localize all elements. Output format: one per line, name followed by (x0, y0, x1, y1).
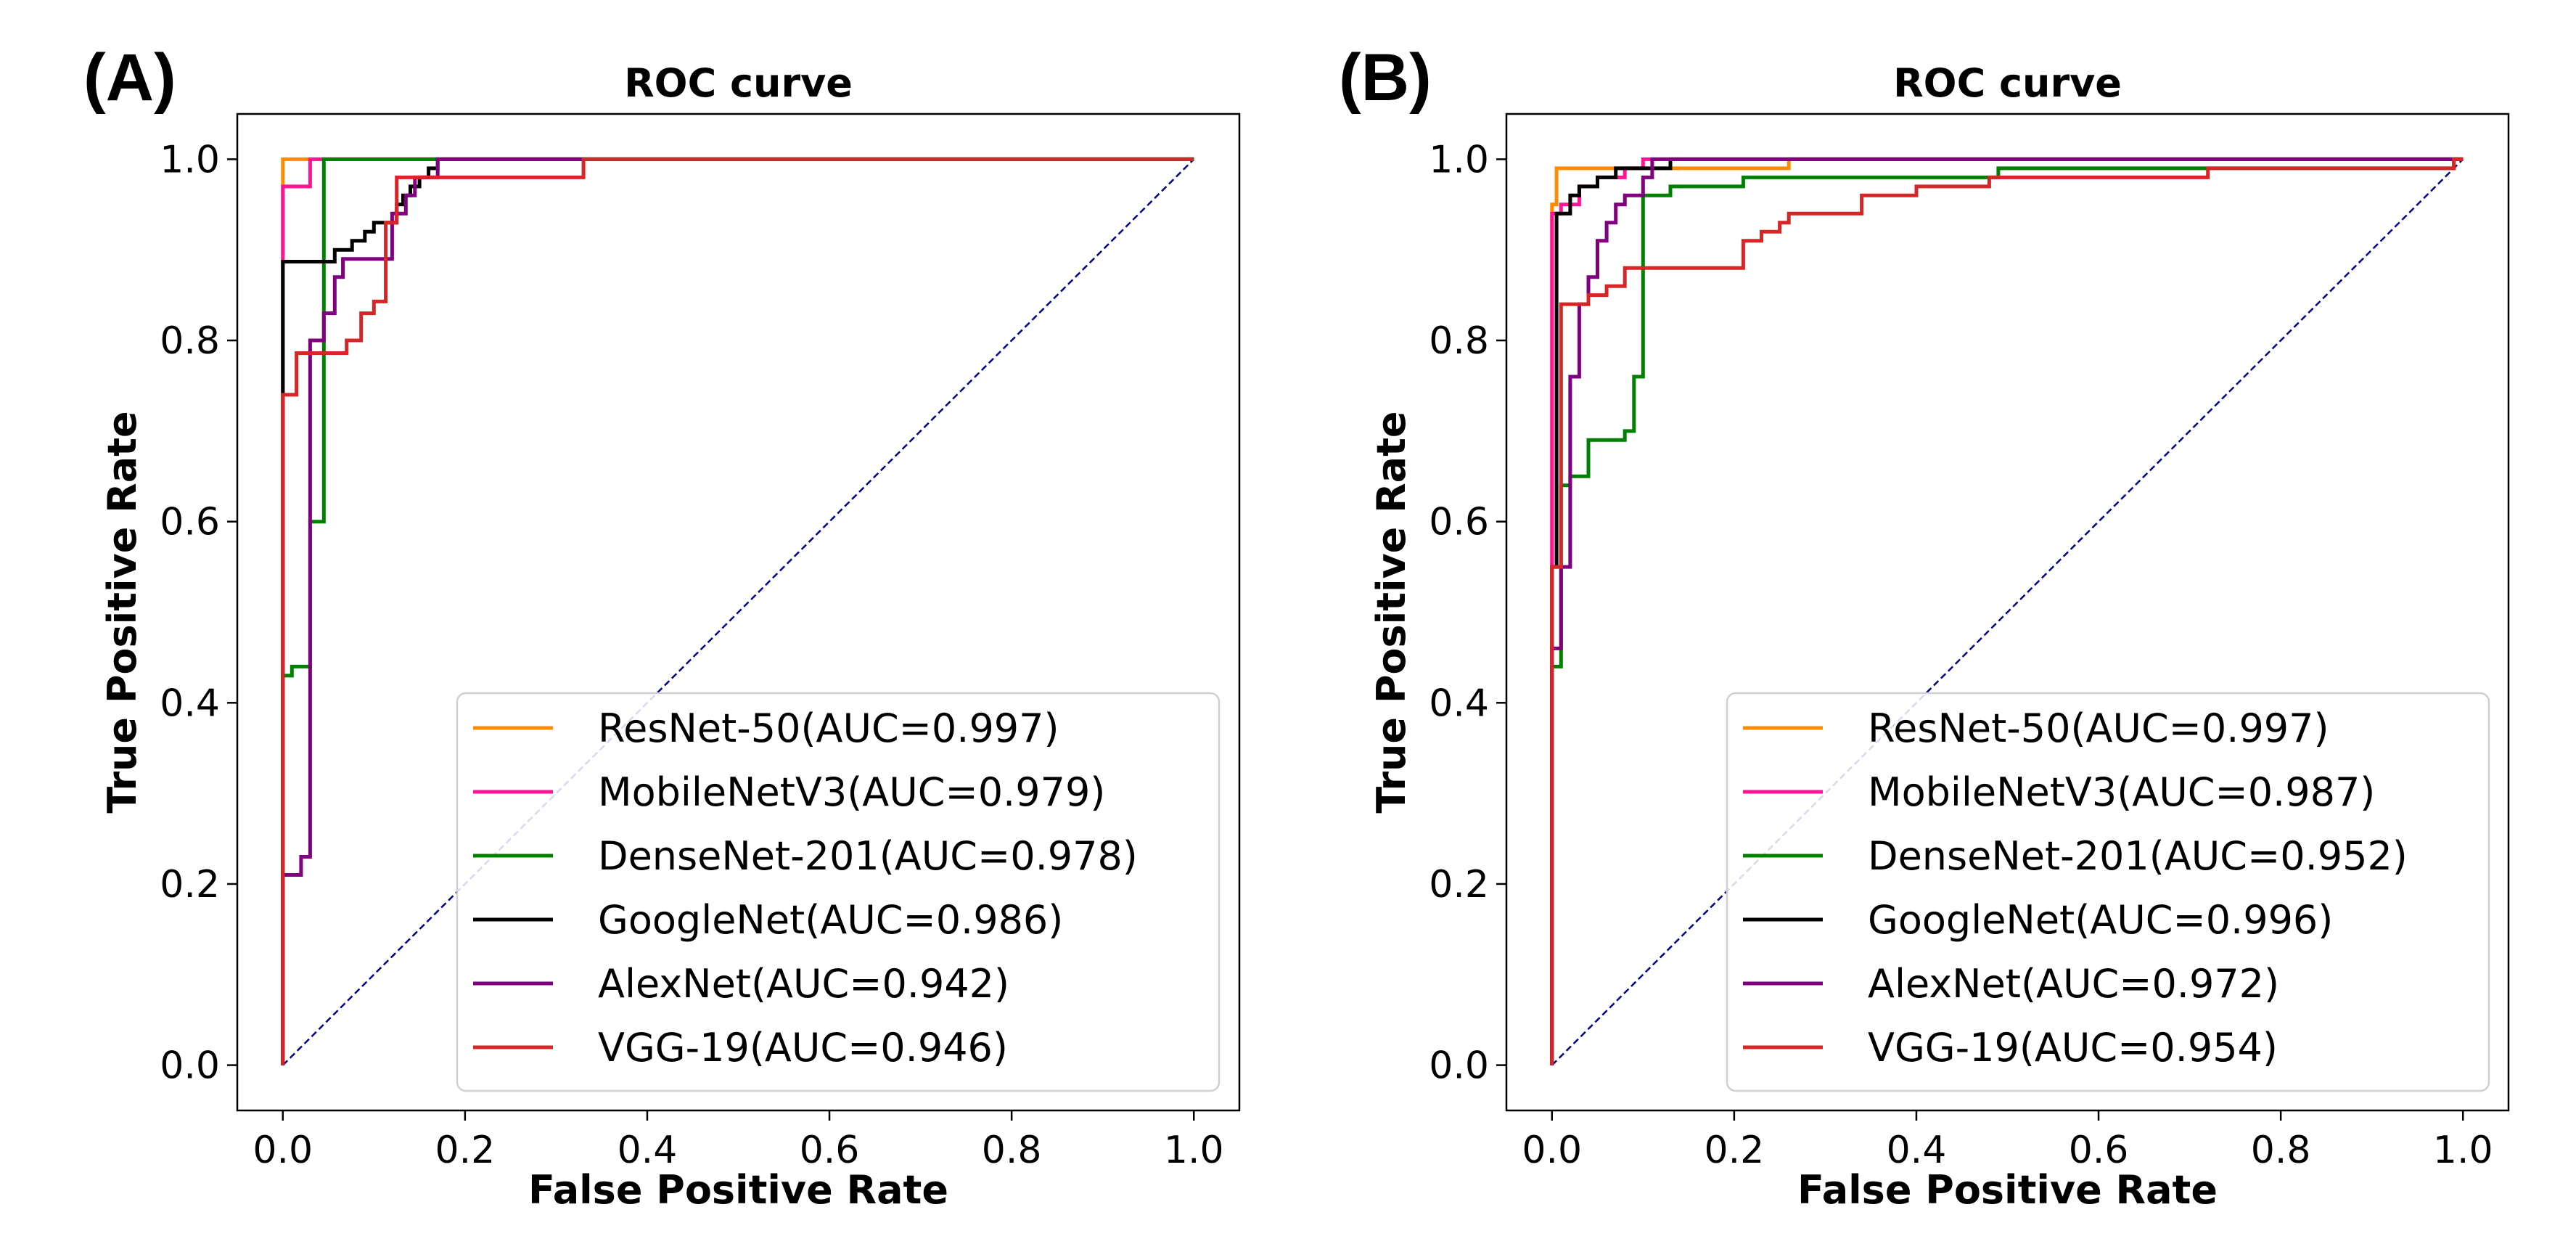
x-tick-label: 0.6 (2069, 1129, 2129, 1172)
series-line-5 (281, 157, 1194, 1065)
legend: ResNet-50(AUC=0.997) MobileNetV3(AUC=0.98… (1726, 692, 2490, 1092)
legend-entry-2: MobileNetV3(AUC=0.987) (1868, 769, 2375, 815)
x-tick-label: 0.8 (2251, 1129, 2311, 1172)
roc-panel-b: (B) ROC curve 0.0 0.2 0.4 0.6 0.8 1.0 0.0 0.2 0.4 0… (1339, 41, 2510, 1213)
legend-entry-6: VGG-19(AUC=0.946) (598, 1025, 1008, 1071)
series-line-6 (1550, 157, 2464, 1065)
y-tick-label: 0.2 (1429, 863, 1489, 907)
x-tick-label: 0.0 (253, 1129, 313, 1172)
legend-box (1726, 692, 2490, 1092)
x-tick-label: 0.8 (982, 1129, 1042, 1172)
legend-entry-5: AlexNet(AUC=0.942) (598, 961, 1009, 1007)
y-tick-label: 1.0 (160, 138, 220, 181)
legend-entry-6: VGG-19(AUC=0.954) (1868, 1025, 2278, 1071)
chart-title: ROC curve (1893, 60, 2122, 106)
x-tick-label: 0.2 (1705, 1129, 1765, 1172)
y-tick-label: 0.6 (1429, 501, 1489, 544)
y-tick-label: 0.4 (160, 682, 220, 725)
series-line-5 (1550, 157, 2464, 1065)
x-tick-label: 0.6 (800, 1129, 860, 1172)
y-tick-label: 0.8 (1429, 319, 1489, 363)
chart-title: ROC curve (624, 60, 853, 106)
y-axis-label: True Positive Rate (1369, 411, 1414, 813)
legend-entry-2: MobileNetV3(AUC=0.979) (598, 769, 1105, 815)
x-tick-label: 1.0 (2433, 1129, 2493, 1172)
x-axis-label: False Positive Rate (528, 1167, 948, 1213)
panel-label: (A) (83, 41, 176, 115)
y-tick-label: 1.0 (1429, 138, 1489, 181)
diagonal-reference-line (1551, 158, 2464, 1066)
legend-entry-3: DenseNet-201(AUC=0.978) (598, 833, 1138, 879)
y-axis-label: True Positive Rate (99, 411, 145, 813)
plot-frame (236, 112, 1241, 1112)
y-tick-label: 0.6 (160, 501, 220, 544)
series-line-6 (281, 157, 1194, 1065)
legend-entry-5: AlexNet(AUC=0.972) (1868, 961, 2279, 1007)
legend: ResNet-50(AUC=0.997) MobileNetV3(AUC=0.97… (456, 692, 1221, 1092)
legend-entry-1: ResNet-50(AUC=0.997) (1868, 705, 2329, 751)
panel-label: (B) (1339, 41, 1432, 115)
roc-panel-a: (A) ROC curve 0.0 0.2 0.4 0.6 0.8 1.0 0.0 0.2 0.4 0… (83, 41, 1241, 1213)
y-tick-label: 0.2 (160, 863, 220, 907)
y-tick-label: 0.8 (160, 319, 220, 363)
diagonal-reference-line (282, 158, 1195, 1066)
x-tick-label: 0.0 (1522, 1129, 1582, 1172)
y-tick-label: 0.0 (160, 1044, 220, 1088)
x-tick-label: 1.0 (1164, 1129, 1224, 1172)
data-layer (281, 157, 1195, 1066)
x-axis-label: False Positive Rate (1797, 1167, 2218, 1213)
legend-entry-4: GoogleNet(AUC=0.996) (1868, 897, 2333, 943)
legend-box (456, 692, 1221, 1092)
legend-entry-4: GoogleNet(AUC=0.986) (598, 897, 1063, 943)
y-tick-label: 0.0 (1429, 1044, 1489, 1088)
x-tick-label: 0.4 (1887, 1129, 1947, 1172)
y-tick-label: 0.4 (1429, 682, 1489, 725)
legend-entry-1: ResNet-50(AUC=0.997) (598, 705, 1059, 751)
x-tick-label: 0.2 (435, 1129, 496, 1172)
data-layer (1550, 157, 2464, 1066)
legend-entry-3: DenseNet-201(AUC=0.952) (1868, 833, 2408, 879)
x-tick-label: 0.4 (618, 1129, 678, 1172)
plot-frame (1505, 112, 2510, 1112)
